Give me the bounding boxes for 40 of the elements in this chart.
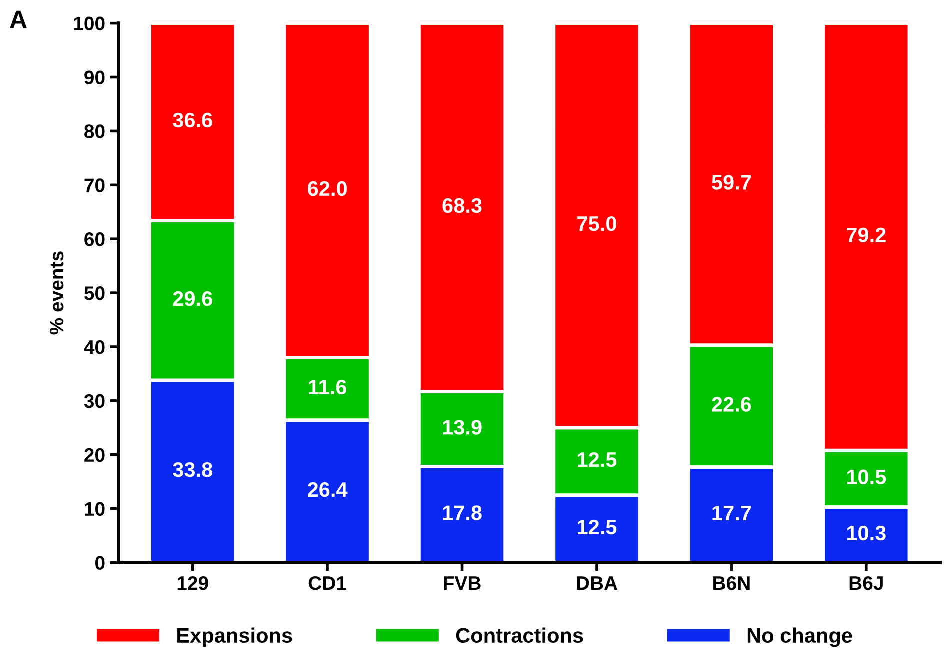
data-label: 33.8 <box>173 462 212 478</box>
data-label: 13.9 <box>443 420 482 435</box>
data-label: 11.6 <box>309 380 347 395</box>
legend-label: Contractions <box>456 628 584 644</box>
legend-label: Expansions <box>178 628 292 648</box>
y-tick-label: 90 <box>84 70 105 84</box>
data-label: 17.8 <box>443 506 482 520</box>
y-tick-label: 10 <box>85 502 105 516</box>
data-label: 22.6 <box>712 397 752 412</box>
x-tick-label: B6N <box>714 576 750 590</box>
data-label: 29.6 <box>173 291 212 306</box>
data-label: 79.2 <box>847 228 886 243</box>
y-tick-label: 30 <box>84 394 105 408</box>
data-label: 10.5 <box>847 470 886 484</box>
y-tick-label: 60 <box>84 232 105 246</box>
y-tick-label: 70 <box>84 178 105 192</box>
y-tick-label: 100 <box>74 16 105 31</box>
y-tick-label: 20 <box>84 448 105 462</box>
text: A <box>10 10 27 28</box>
data-label: 12.5 <box>578 452 617 468</box>
y-axis-title: % events <box>50 252 64 335</box>
y-tick-label: 40 <box>84 340 105 354</box>
x-tick-label: DBA <box>577 576 618 590</box>
data-label: 17.7 <box>712 506 752 520</box>
y-tick-label: 50 <box>84 286 105 300</box>
data-label: 36.6 <box>173 112 212 128</box>
y-tick-label: 0 <box>96 556 105 570</box>
y-tick-label: 80 <box>84 124 105 138</box>
data-label: 59.7 <box>712 175 752 190</box>
data-label: 12.5 <box>578 520 617 535</box>
data-label: 68.3 <box>442 198 482 214</box>
data-label: 62.0 <box>308 181 347 196</box>
data-label: 10.3 <box>847 526 886 541</box>
data-label: 75.0 <box>578 216 616 232</box>
x-tick-label: 129 <box>178 576 208 590</box>
data-label: 26.4 <box>308 482 348 498</box>
x-tick-label: B6J <box>850 576 883 590</box>
x-tick-label: CD1 <box>308 576 346 590</box>
legend-label: No change <box>748 628 852 648</box>
x-tick-label: FVB <box>444 576 481 590</box>
